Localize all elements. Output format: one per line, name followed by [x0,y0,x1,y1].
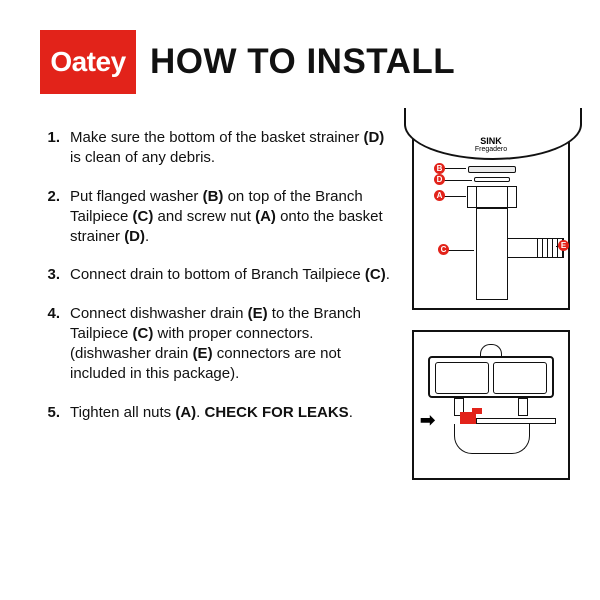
step-item: 5. Tighten all nuts (A). CHECK FOR LEAKS. [40,403,390,423]
figure-1-sink-label: SINK [414,136,568,146]
step-item: 2.Put flanged washer (B) on top of the B… [40,187,390,248]
instruction-card: Oatey HOW TO INSTALL 1.Make sure the bot… [0,0,600,600]
step-number: 5. [40,403,60,423]
header: Oatey HOW TO INSTALL [40,30,570,94]
figure-2-sink-diagram: ➡ [412,330,570,480]
step-text: Make sure the bottom of the basket strai… [70,128,390,169]
callout-c: C [438,244,449,255]
figure-1-tailpiece-diagram: SINK Fregadero D B A C E [412,128,570,310]
arrow-icon: ➡ [420,410,435,431]
callout-e: E [558,240,569,251]
step-number: 2. [40,187,60,248]
step-number: 1. [40,128,60,169]
figure-1-sink-sublabel: Fregadero [414,146,568,153]
steps-list: 1.Make sure the bottom of the basket str… [40,128,390,480]
step-item: 4.Connect dishwasher drain (E) to the Br… [40,304,390,385]
step-text: Tighten all nuts (A). CHECK FOR LEAKS. [70,403,353,423]
step-text: Connect drain to bottom of Branch Tailpi… [70,265,390,285]
callout-d: D [434,174,445,185]
step-text: Put flanged washer (B) on top of the Bra… [70,187,390,248]
page-title: HOW TO INSTALL [150,42,455,82]
callout-b: B [434,163,445,174]
step-item: 1.Make sure the bottom of the basket str… [40,128,390,169]
step-number: 3. [40,265,60,285]
brand-name: Oatey [50,46,125,78]
brand-logo: Oatey [40,30,136,94]
figure-column: SINK Fregadero D B A C E [412,128,570,480]
content-row: 1.Make sure the bottom of the basket str… [40,128,570,480]
callout-a: A [434,190,445,201]
step-text: Connect dishwasher drain (E) to the Bran… [70,304,390,385]
step-number: 4. [40,304,60,385]
step-item: 3. Connect drain to bottom of Branch Tail… [40,265,390,285]
